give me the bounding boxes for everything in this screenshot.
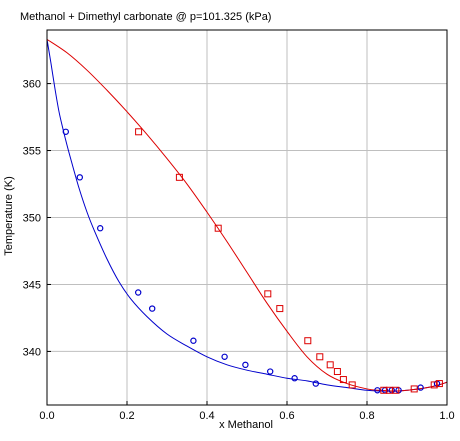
liquid-data-point [134,289,142,296]
liquid-data-point [96,225,104,232]
x-axis-title: x Methanol [219,419,273,431]
liquid-data-point [221,353,228,360]
vapor-data-point [333,368,341,376]
vapor-data-point [339,376,347,384]
vapor-data-point [276,305,284,313]
liquid-data-point [312,380,319,387]
liquid-data-point [291,375,298,382]
y-axis-title: Temperature (K) [3,176,15,255]
vapor-data-point [435,380,443,388]
data-markers [62,128,443,394]
liquid-data-point [148,305,156,312]
liquid-data-point [190,337,197,344]
vapor-data-point [430,381,438,389]
liquid-data-point [76,174,84,181]
liquid-data-point [374,387,381,394]
x-tick-label: 0.0 [39,410,54,422]
x-tick-label: 0.6 [279,410,294,422]
vapor-data-point [326,361,334,369]
vapor-data-point [175,173,183,181]
x-tick-label: 0.8 [359,410,374,422]
vapor-data-point [304,337,312,345]
vapor-data-point [135,128,143,136]
y-tick-label: 355 [23,146,41,158]
chart-title: Methanol + Dimethyl carbonate @ p=101.32… [20,11,271,23]
vapor-data-point [264,290,272,298]
liquid-data-point [62,128,70,135]
vapor-data-point [410,385,418,393]
liquid-data-point [242,361,249,369]
vapor-data-point [214,224,222,232]
curve-lines [46,38,448,392]
y-tick-label: 360 [23,79,41,91]
vapor-data-point [316,353,324,361]
x-tick-label: 0.4 [199,410,214,422]
liquid-data-point [417,384,424,391]
axis-ticks: 0.0 0.2 0.4 0.6 0.8 1.0 340 345 350 355 360 [23,79,455,422]
y-tick-label: 350 [23,213,41,225]
y-tick-label: 345 [23,279,41,291]
x-tick-label: 0.2 [119,410,134,422]
vapor-curve [46,38,448,392]
vapor-data-point [348,381,356,389]
y-tick-label: 340 [23,346,41,358]
vapor-data-point [392,386,400,394]
grid-lines [47,30,447,405]
liquid-data-point [267,368,274,375]
x-tick-label: 1.0 [439,410,454,422]
